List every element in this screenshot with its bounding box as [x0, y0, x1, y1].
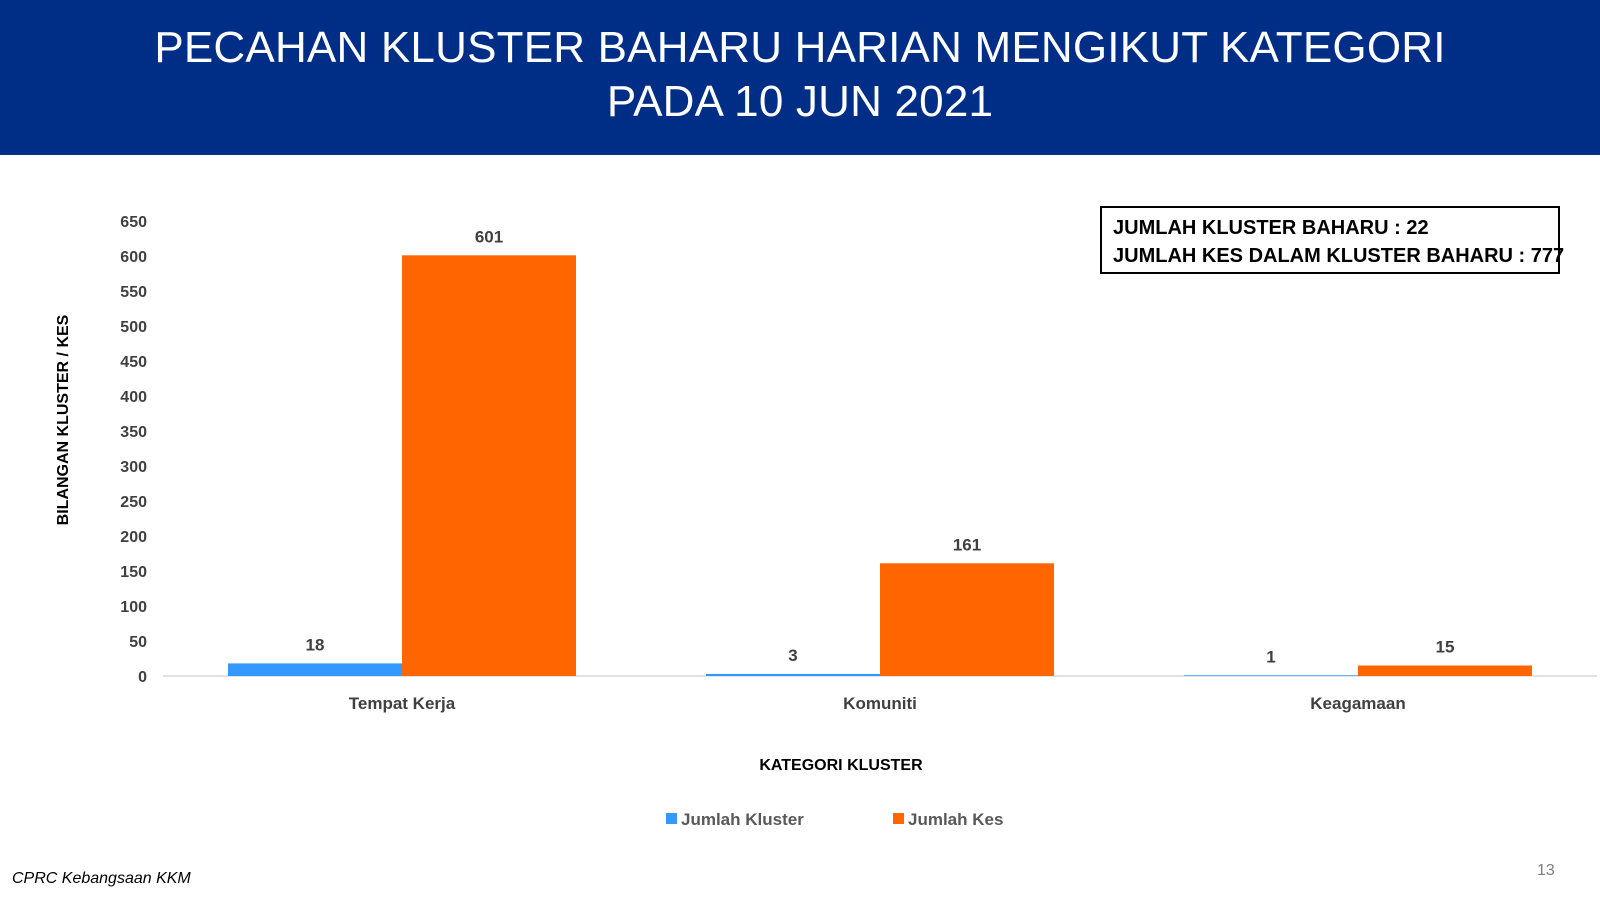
x-category-label: Komuniti	[843, 694, 917, 713]
y-tick-label: 400	[120, 389, 147, 406]
title-line-2: PADA 10 JUN 2021	[606, 77, 994, 126]
bar-jumlah-kluster	[1184, 675, 1358, 676]
legend-swatch	[666, 813, 677, 824]
legend-label: Jumlah Kes	[908, 810, 1003, 829]
title-banner: PECAHAN KLUSTER BAHARU HARIAN MENGIKUT K…	[0, 0, 1600, 155]
y-tick-label: 150	[120, 564, 147, 581]
x-category-label: Keagamaan	[1310, 694, 1405, 713]
x-axis-title: KATEGORI KLUSTER	[759, 757, 923, 774]
data-label: 15	[1436, 638, 1455, 657]
bar-jumlah-kes	[402, 255, 576, 677]
y-tick-label: 0	[138, 669, 147, 686]
bar-jumlah-kes	[880, 563, 1054, 676]
page-number: 13	[1537, 862, 1555, 879]
summary-box: JUMLAH KLUSTER BAHARU : 22 JUMLAH KES DA…	[1100, 206, 1565, 274]
data-label: 3	[788, 646, 797, 665]
data-label: 1	[1266, 647, 1275, 666]
data-label: 161	[953, 535, 981, 554]
title-line-1: PECAHAN KLUSTER BAHARU HARIAN MENGIKUT K…	[154, 23, 1446, 72]
data-label: 601	[475, 227, 503, 246]
bar-jumlah-kluster	[228, 663, 402, 676]
y-tick-label: 100	[120, 599, 147, 616]
legend-swatch	[893, 813, 904, 824]
data-label: 18	[306, 635, 325, 654]
bar-jumlah-kluster	[706, 673, 880, 676]
total-cases-in-new-clusters: JUMLAH KES DALAM KLUSTER BAHARU : 777	[1113, 245, 1565, 267]
y-tick-label: 550	[120, 284, 147, 301]
y-tick-label: 200	[120, 529, 147, 546]
y-tick-label: 300	[120, 459, 147, 476]
y-tick-label: 250	[120, 494, 147, 511]
y-tick-label: 650	[120, 214, 147, 231]
y-tick-label: 600	[120, 249, 147, 266]
y-tick-label: 50	[129, 634, 147, 651]
legend-label: Jumlah Kluster	[681, 810, 804, 829]
y-axis-title: BILANGAN KLUSTER / KES	[55, 314, 72, 525]
total-new-clusters: JUMLAH KLUSTER BAHARU : 22	[1113, 217, 1429, 239]
y-tick-label: 500	[120, 319, 147, 336]
y-tick-label: 450	[120, 354, 147, 371]
x-category-label: Tempat Kerja	[349, 694, 456, 713]
source-note: CPRC Kebangsaan KKM	[12, 870, 191, 887]
bar-jumlah-kes	[1358, 665, 1532, 676]
y-tick-label: 350	[120, 424, 147, 441]
